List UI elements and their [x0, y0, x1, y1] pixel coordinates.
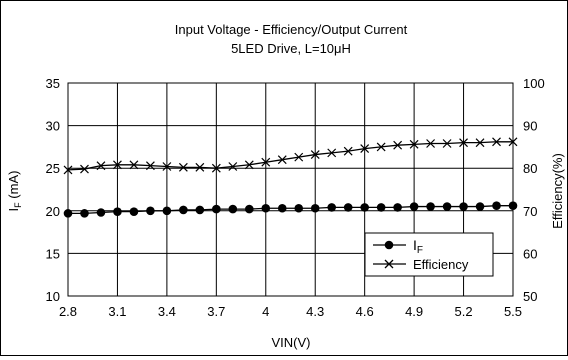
data-point-efficiency	[409, 139, 419, 149]
data-point-if	[80, 209, 89, 218]
data-point-efficiency	[492, 137, 501, 147]
chart: Input Voltage - Efficiency/Output Curren…	[6, 22, 565, 350]
data-point-efficiency	[211, 163, 221, 173]
legend-label-efficiency: Efficiency	[413, 257, 469, 272]
data-point-efficiency	[129, 160, 139, 170]
data-point-if	[376, 203, 386, 212]
data-point-if	[96, 208, 106, 217]
data-point-efficiency	[343, 146, 353, 156]
x-tick-label: 4	[262, 304, 269, 319]
data-point-if	[228, 204, 238, 214]
data-point-if	[162, 206, 172, 216]
data-point-if	[129, 207, 139, 216]
data-point-efficiency	[360, 144, 370, 154]
series-line-if	[68, 205, 513, 215]
y-left-tick-label: 30	[46, 119, 60, 134]
data-point-if	[409, 202, 419, 211]
data-point-efficiency	[228, 162, 238, 171]
data-point-if	[195, 205, 205, 215]
x-axis-label: VIN(V)	[272, 335, 311, 350]
data-point-efficiency	[294, 152, 304, 162]
data-point-if	[327, 203, 337, 212]
data-point-if	[426, 202, 435, 211]
x-tick-label: 3.1	[108, 304, 126, 319]
legend: IF Efficiency	[364, 232, 494, 277]
y-right-tick-label: 70	[523, 204, 537, 219]
chart-title: Input Voltage - Efficiency/Output Curren…	[175, 22, 408, 37]
data-point-if	[146, 206, 155, 216]
data-point-efficiency	[376, 142, 386, 152]
series-layer	[63, 137, 518, 218]
data-point-if	[492, 201, 501, 210]
x-tick-label: 4.3	[306, 304, 324, 319]
data-point-efficiency	[145, 161, 155, 171]
data-point-if	[310, 203, 320, 213]
data-point-if	[277, 203, 287, 213]
data-point-efficiency	[459, 138, 468, 148]
data-point-if	[244, 204, 254, 214]
data-point-if	[442, 202, 452, 211]
legend-label-if: IF	[413, 237, 423, 256]
y-right-tick-label: 90	[523, 119, 537, 134]
chart-subtitle: 5LED Drive, L=10μH	[231, 41, 351, 56]
data-point-efficiency	[96, 161, 106, 171]
y-left-tick-label: 20	[46, 204, 60, 219]
data-point-efficiency	[310, 150, 320, 159]
y-left-tick-label: 10	[46, 289, 60, 304]
data-point-if	[212, 204, 221, 214]
series-line-efficiency	[67, 141, 513, 171]
data-point-efficiency	[327, 148, 337, 158]
x-tick-label: 5.5	[504, 304, 522, 319]
data-point-efficiency	[277, 155, 287, 165]
data-point-if	[179, 205, 188, 215]
plot-area	[67, 82, 514, 297]
y-right-tick-label: 60	[523, 246, 537, 261]
y-left-tick-label: 25	[46, 161, 60, 176]
data-point-if	[261, 203, 271, 213]
x-tick-label: 4.9	[405, 304, 423, 319]
y-axis-left-label: IF (mA)	[6, 171, 23, 212]
data-point-if	[113, 207, 122, 216]
data-point-efficiency	[442, 139, 452, 148]
y-left-tick-label: 35	[46, 76, 60, 91]
data-point-if	[343, 203, 353, 212]
x-tick-label: 3.4	[158, 304, 176, 319]
data-point-efficiency	[113, 160, 122, 170]
data-point-if	[294, 203, 304, 213]
data-point-efficiency	[63, 165, 73, 175]
data-point-if	[63, 209, 73, 218]
data-point-efficiency	[162, 162, 172, 171]
x-tick-label: 5.2	[455, 304, 473, 319]
data-point-efficiency	[244, 160, 254, 170]
data-point-if	[508, 201, 518, 210]
data-point-efficiency	[261, 157, 271, 167]
data-point-if	[360, 203, 369, 212]
data-point-efficiency	[393, 140, 403, 150]
data-point-if	[475, 202, 485, 211]
y-right-tick-label: 100	[523, 76, 545, 91]
y-right-tick-label: 80	[523, 161, 537, 176]
data-point-if	[459, 202, 468, 211]
data-point-efficiency	[80, 164, 89, 174]
data-point-efficiency	[178, 162, 188, 172]
legend-box	[364, 232, 494, 277]
data-point-efficiency	[195, 162, 205, 172]
legend-marker-efficiency	[384, 259, 394, 269]
y-axis-right-label: Efficiency(%)	[550, 153, 565, 229]
x-tick-label: 3.7	[207, 304, 225, 319]
x-tick-label: 2.8	[59, 304, 77, 319]
axis-ticks: 2.8 3.1 3.4 3.7 4 4.3 4.6 4.9 5.2 5.5 10 15 20 25 30 35…	[46, 76, 545, 319]
data-point-efficiency	[508, 137, 518, 147]
y-right-tick-label: 50	[523, 289, 537, 304]
data-point-efficiency	[475, 138, 485, 148]
x-tick-label: 4.6	[356, 304, 374, 319]
data-point-efficiency	[426, 139, 436, 148]
y-left-tick-label: 15	[46, 246, 60, 261]
legend-marker-if	[384, 240, 394, 250]
data-point-if	[393, 203, 402, 212]
